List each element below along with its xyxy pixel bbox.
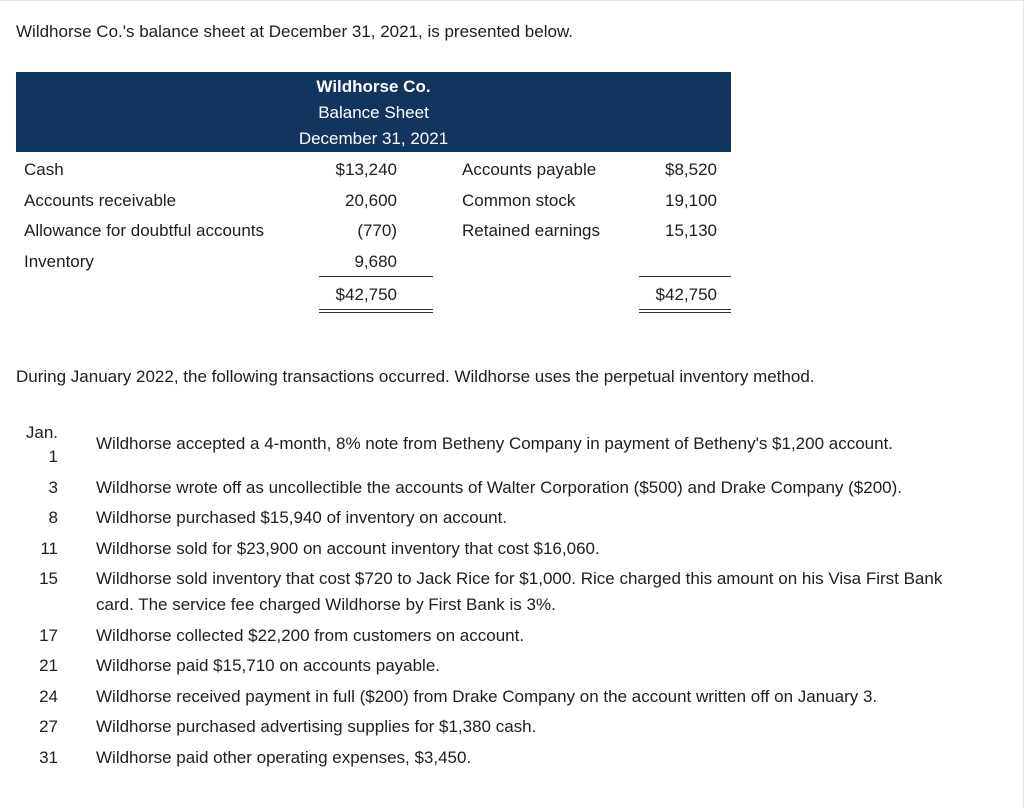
- transaction-text: Wildhorse purchased $15,940 of inventory…: [96, 508, 508, 527]
- company-name: Wildhorse Co.: [316, 77, 431, 96]
- assets-total: $42,750: [335, 285, 397, 304]
- asset-label-accounts-receivable: Accounts receivable: [24, 191, 177, 210]
- asset-label-allowance: Allowance for doubtful accounts: [24, 221, 265, 240]
- liabilities-double-rule-top: [639, 309, 731, 310]
- asset-label-inventory: Inventory: [24, 252, 94, 271]
- transactions-intro: During January 2022, the following trans…: [16, 367, 815, 386]
- liabilities-double-rule-bottom: [639, 312, 731, 313]
- equity-amount-common-stock: 19,100: [665, 191, 717, 210]
- transaction-day: 1: [48, 447, 58, 466]
- asset-amount-cash: $13,240: [335, 160, 397, 179]
- transaction-day: 15: [39, 569, 58, 588]
- transaction-text: Wildhorse sold inventory that cost $720 …: [96, 569, 943, 614]
- asset-amount-allowance: (770): [357, 221, 397, 240]
- liabilities-subtotal-rule: [639, 276, 731, 277]
- statement-date: December 31, 2021: [298, 129, 449, 148]
- transaction-day: 24: [39, 687, 58, 706]
- transaction-text: Wildhorse paid $15,710 on accounts payab…: [96, 656, 441, 675]
- top-divider: [0, 0, 1024, 1]
- transaction-text: Wildhorse received payment in full ($200…: [96, 687, 878, 706]
- transaction-day: 8: [48, 508, 58, 527]
- transaction-text: Wildhorse wrote off as uncollectible the…: [96, 478, 903, 497]
- transaction-day: 17: [39, 626, 58, 645]
- liability-label-accounts-payable: Accounts payable: [462, 160, 597, 179]
- intro-text: Wildhorse Co.'s balance sheet at Decembe…: [16, 22, 574, 41]
- transaction-text: Wildhorse paid other operating expenses,…: [96, 748, 472, 767]
- transaction-day: 3: [48, 478, 58, 497]
- assets-double-rule-bottom: [319, 312, 433, 313]
- transaction-day: 11: [40, 539, 58, 558]
- equity-label-retained-earnings: Retained earnings: [462, 221, 600, 240]
- transaction-day: 27: [39, 717, 58, 736]
- asset-amount-inventory: 9,680: [354, 252, 397, 271]
- balance-sheet-header: Wildhorse Co. Balance Sheet December 31,…: [16, 72, 731, 152]
- transaction-text: Wildhorse purchased advertising supplies…: [96, 717, 537, 736]
- assets-subtotal-rule: [319, 276, 433, 277]
- statement-title: Balance Sheet: [318, 103, 429, 122]
- transaction-text: Wildhorse accepted a 4-month, 8% note fr…: [96, 434, 894, 453]
- liabilities-equity-total: $42,750: [655, 285, 717, 304]
- asset-amount-accounts-receivable: 20,600: [345, 191, 397, 210]
- transaction-text: Wildhorse sold for $23,900 on account in…: [96, 539, 600, 558]
- assets-double-rule-top: [319, 309, 433, 310]
- liability-amount-accounts-payable: $8,520: [665, 160, 717, 179]
- transaction-month: Jan.: [25, 423, 58, 442]
- transaction-text: Wildhorse collected $22,200 from custome…: [96, 626, 525, 645]
- transaction-day: 31: [39, 748, 58, 767]
- transaction-day: 21: [39, 656, 58, 675]
- equity-amount-retained-earnings: 15,130: [665, 221, 717, 240]
- asset-label-cash: Cash: [24, 160, 64, 179]
- equity-label-common-stock: Common stock: [462, 191, 576, 210]
